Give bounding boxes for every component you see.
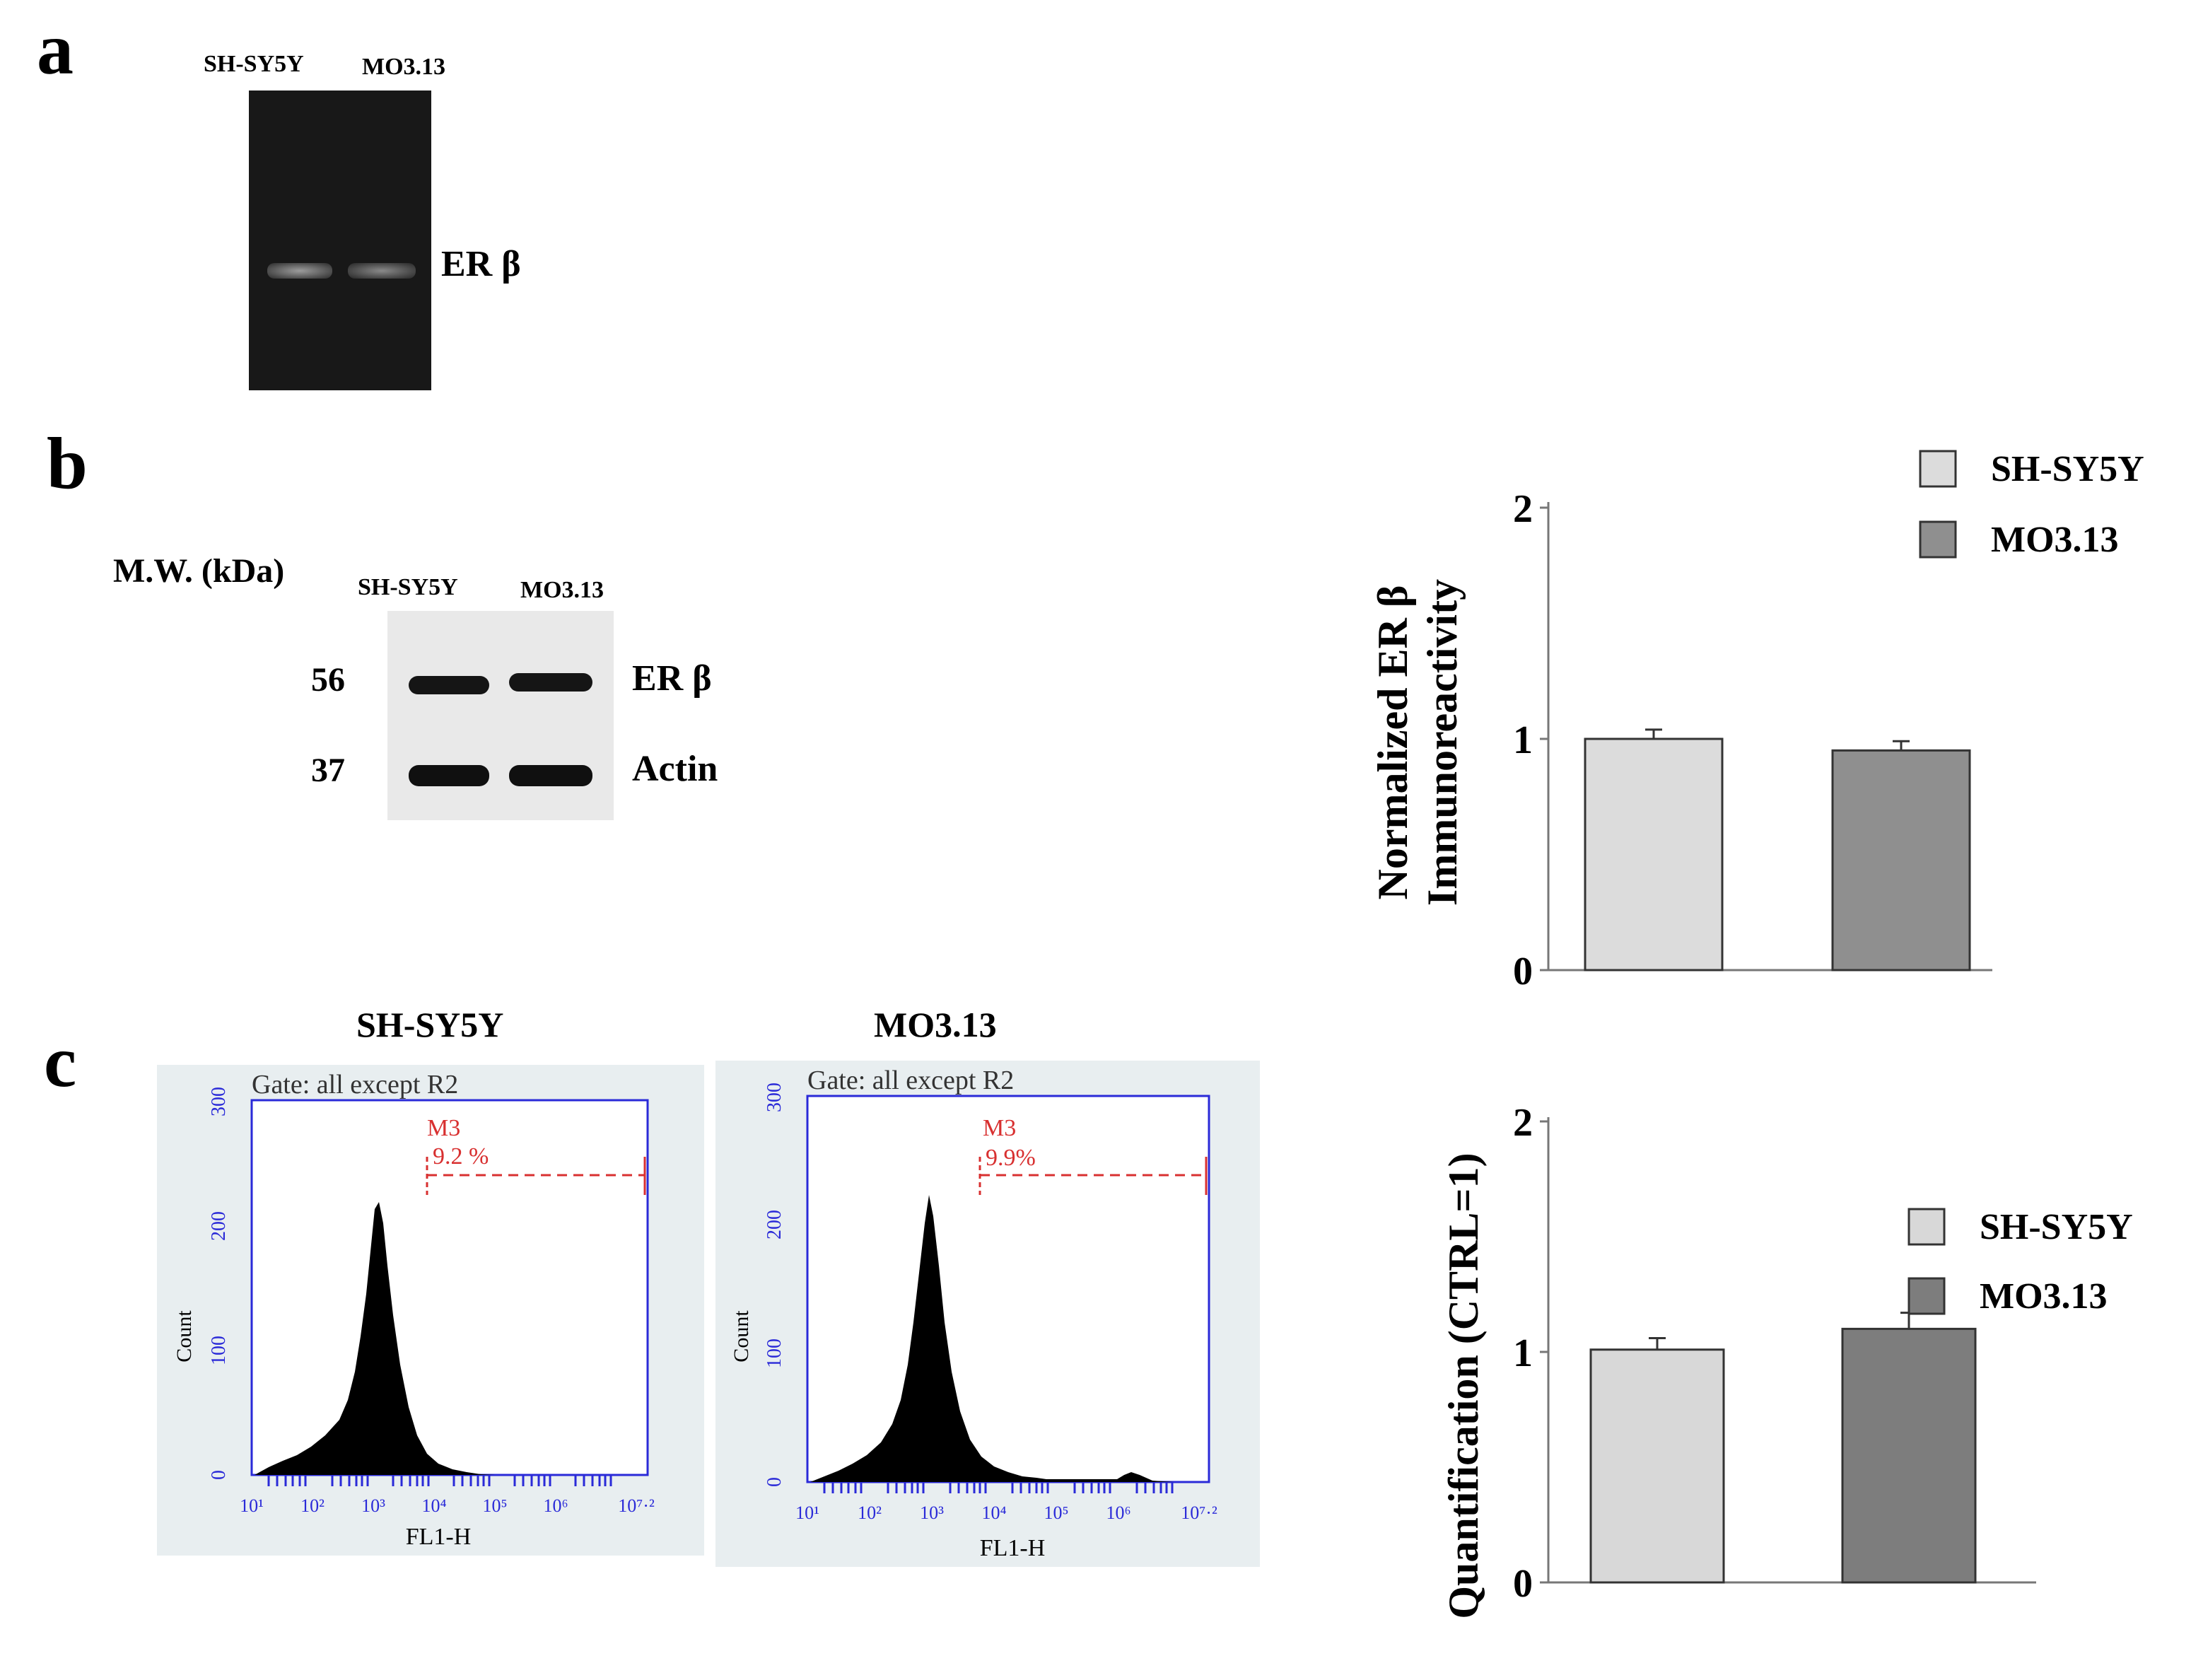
panel-b-letter: b xyxy=(47,423,88,504)
x-tick-6: 10⁶ xyxy=(1106,1503,1130,1523)
x-tick-4: 10⁴ xyxy=(421,1495,446,1516)
x-tick-3: 10³ xyxy=(361,1495,385,1516)
y-axis-label-line1: Normalized ER β xyxy=(1369,585,1416,900)
flow-histogram-sh-sy5y: Gate: all except R2 M3 9.2 % 0 100 200 3… xyxy=(157,1065,704,1556)
histogram-fill xyxy=(810,1195,1174,1482)
bar-sh-sy5y xyxy=(1584,737,1724,972)
histogram-gate-label: Gate: all except R2 xyxy=(252,1070,458,1099)
flow-histogram-mo3-13: Gate: all except R2 M3 9.9% 0 100 200 30… xyxy=(715,1061,1260,1567)
x-tick-2: 10² xyxy=(300,1495,325,1516)
y-tick-200: 200 xyxy=(764,1210,785,1239)
blot-band-actin-1 xyxy=(409,765,489,786)
x-axis-minor-ticks xyxy=(823,1482,1174,1493)
legend-swatch-sh-sy5y xyxy=(1919,450,1957,488)
blot-label-actin: Actin xyxy=(632,749,718,789)
x-tick-3: 10³ xyxy=(920,1503,944,1523)
blot-band-erb-2 xyxy=(509,673,592,692)
gel-band-sh-sy5y xyxy=(267,263,332,279)
gate-marker-name: M3 xyxy=(983,1115,1016,1141)
x-tick-5: 10⁵ xyxy=(482,1495,507,1516)
panel-a-band-label: ER β xyxy=(441,244,521,284)
panel-c-letter: c xyxy=(44,1021,77,1102)
legend-swatch-sh-sy5y xyxy=(1907,1208,1946,1246)
x-tick-7: 10⁷·² xyxy=(1181,1503,1217,1523)
y-axis-label-line2: Immunoreactivity xyxy=(1419,579,1466,906)
legend-label-sh-sy5y: SH-SY5Y xyxy=(1980,1207,2133,1247)
blot-band-actin-2 xyxy=(509,765,592,786)
y-axis-label: Quantification (CTRL=1) xyxy=(1440,1153,1487,1618)
x-axis-minor-ticks xyxy=(267,1475,612,1486)
panel-b-lane1-label: SH-SY5Y xyxy=(358,574,458,600)
bar-chart-erb-immunoreactivity: 0 1 2 Normalized ER β Immunoreactivity SH-… xyxy=(1369,449,2144,990)
bar-mo3-13 xyxy=(1831,749,1971,972)
y-tick-100: 100 xyxy=(208,1336,230,1365)
histogram-plot-area xyxy=(806,1095,1210,1483)
legend-label-sh-sy5y: SH-SY5Y xyxy=(1991,449,2144,489)
y-tick-0: 0 xyxy=(208,1470,230,1480)
y-tick-300: 300 xyxy=(764,1083,785,1112)
gel-band-mo3-13 xyxy=(348,263,416,279)
histogram-y-label: Count xyxy=(173,1310,196,1363)
x-tick-7: 10⁷·² xyxy=(618,1495,655,1516)
gate-marker-name: M3 xyxy=(427,1115,460,1141)
histogram-y-label: Count xyxy=(730,1310,753,1363)
legend: SH-SY5Y MO3.13 xyxy=(1919,449,2144,560)
panel-a-letter: a xyxy=(37,8,74,90)
bar-sh-sy5y xyxy=(1589,1348,1725,1584)
gate-marker-percent: 9.2 % xyxy=(433,1143,489,1169)
panel-a-lane2-label: MO3.13 xyxy=(362,54,446,80)
histogram-fill xyxy=(255,1202,495,1475)
histogram-plot-area xyxy=(250,1099,649,1476)
x-tick-1: 10¹ xyxy=(240,1495,264,1516)
mw-56: 56 xyxy=(311,661,345,699)
blot-label-erb: ER β xyxy=(632,658,712,699)
gate-marker-percent: 9.9% xyxy=(986,1145,1036,1171)
x-tick-4: 10⁴ xyxy=(981,1503,1006,1523)
mw-title: M.W. (kDa) xyxy=(113,552,285,590)
y-tick-300: 300 xyxy=(208,1087,230,1116)
legend-label-mo3-13: MO3.13 xyxy=(1991,520,2119,560)
flow-title-mo3-13: MO3.13 xyxy=(874,1005,997,1044)
y-tick-0: 0 xyxy=(764,1477,785,1487)
mw-37: 37 xyxy=(311,752,345,789)
panel-a-lane1-label: SH-SY5Y xyxy=(204,51,304,77)
y-tick-label-2: 2 xyxy=(1513,487,1533,531)
histogram-x-label: FL1-H xyxy=(406,1524,472,1550)
histogram-gate-label: Gate: all except R2 xyxy=(807,1066,1014,1095)
y-tick-200: 200 xyxy=(208,1211,230,1241)
y-tick-label-0: 0 xyxy=(1513,1562,1533,1606)
pcr-gel-image xyxy=(249,91,431,390)
y-tick-label-1: 1 xyxy=(1513,718,1533,762)
legend: SH-SY5Y MO3.13 xyxy=(1907,1207,2133,1317)
flow-title-sh-sy5y: SH-SY5Y xyxy=(356,1005,504,1044)
blot-band-erb-1 xyxy=(409,676,489,694)
y-tick-100: 100 xyxy=(764,1338,785,1368)
y-tick-label-1: 1 xyxy=(1513,1331,1533,1375)
legend-swatch-mo3-13 xyxy=(1907,1277,1946,1315)
y-tick-label-0: 0 xyxy=(1513,950,1533,990)
y-tick-label-2: 2 xyxy=(1513,1101,1533,1145)
bar-mo3-13 xyxy=(1841,1327,1977,1584)
x-tick-5: 10⁵ xyxy=(1044,1503,1068,1523)
x-tick-1: 10¹ xyxy=(795,1503,819,1523)
panel-b-lane2-label: MO3.13 xyxy=(520,577,604,603)
x-tick-6: 10⁶ xyxy=(543,1495,568,1516)
legend-swatch-mo3-13 xyxy=(1919,520,1957,559)
x-tick-2: 10² xyxy=(858,1503,882,1523)
western-blot-image xyxy=(387,611,614,820)
bar-chart-quantification: 0 1 2 Quantification (CTRL=1) SH-SY5Y MO3.… xyxy=(1440,1101,2133,1619)
legend-label-mo3-13: MO3.13 xyxy=(1980,1276,2108,1317)
histogram-x-label: FL1-H xyxy=(980,1535,1046,1561)
